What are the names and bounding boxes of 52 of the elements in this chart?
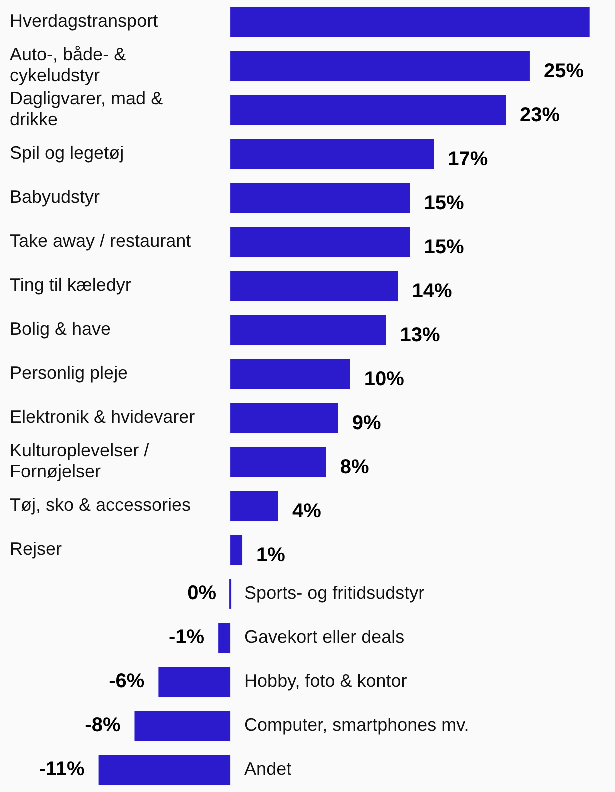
bar xyxy=(230,95,506,125)
data-label: 17% xyxy=(448,148,488,171)
y-tick-label: Computer, smartphones mv. xyxy=(244,714,470,735)
y-tick-label: Auto-, både- & cykeludstyr xyxy=(10,44,126,86)
bar xyxy=(218,623,231,653)
y-tick-label: Elektronik & hvidevarer xyxy=(10,406,196,427)
bar xyxy=(230,535,243,565)
y-tick-label: Rejser xyxy=(10,538,62,559)
bar xyxy=(230,491,278,521)
bar xyxy=(230,7,590,37)
data-label: -11% xyxy=(39,758,86,781)
bar xyxy=(230,359,350,389)
y-tick-label: Tøj, sko & accessories xyxy=(10,494,192,515)
data-label: -8% xyxy=(85,714,121,737)
y-tick-label: Sports- og fritidsudstyr xyxy=(244,582,425,603)
y-tick-label: Kulturoplevelser / Fornøjelser xyxy=(10,440,150,482)
bar xyxy=(230,51,530,81)
bar xyxy=(230,403,338,433)
data-label: 0% xyxy=(188,582,217,605)
bar xyxy=(230,227,410,257)
data-label: 14% xyxy=(412,280,452,303)
data-label: 15% xyxy=(424,192,464,215)
data-label: -6% xyxy=(109,670,145,693)
bar xyxy=(230,315,386,345)
data-label: 10% xyxy=(364,368,405,391)
data-label: 13% xyxy=(400,324,440,347)
bar xyxy=(230,271,398,301)
y-tick-label: Andet xyxy=(244,758,292,779)
data-label: 9% xyxy=(352,412,382,435)
data-label: 25% xyxy=(544,60,584,83)
data-label: 4% xyxy=(292,500,322,523)
data-label: 1% xyxy=(256,544,286,567)
y-tick-label: Dagligvarer, mad & drikke xyxy=(10,88,164,130)
bar xyxy=(230,139,434,169)
data-label: 23% xyxy=(520,104,560,127)
y-tick-label: Personlig pleje xyxy=(10,362,128,383)
y-tick-label: Spil og legetøj xyxy=(10,142,124,163)
y-tick-label: Ting til kæledyr xyxy=(10,274,132,295)
bar xyxy=(134,711,231,741)
data-label: 15% xyxy=(424,236,464,259)
y-tick-label: Babyudstyr xyxy=(10,186,100,207)
y-tick-label: Hverdagstransport xyxy=(10,10,158,31)
bar xyxy=(158,667,231,697)
bar xyxy=(230,447,326,477)
data-label: 8% xyxy=(340,456,370,479)
bar xyxy=(230,183,410,213)
y-tick-label: Take away / restaurant xyxy=(10,230,192,251)
data-label: -1% xyxy=(168,626,205,649)
y-tick-label: Hobby, foto & kontor xyxy=(244,670,408,691)
bar xyxy=(98,755,231,785)
y-tick-label: Bolig & have xyxy=(10,318,112,339)
y-tick-label: Gavekort eller deals xyxy=(244,626,405,647)
